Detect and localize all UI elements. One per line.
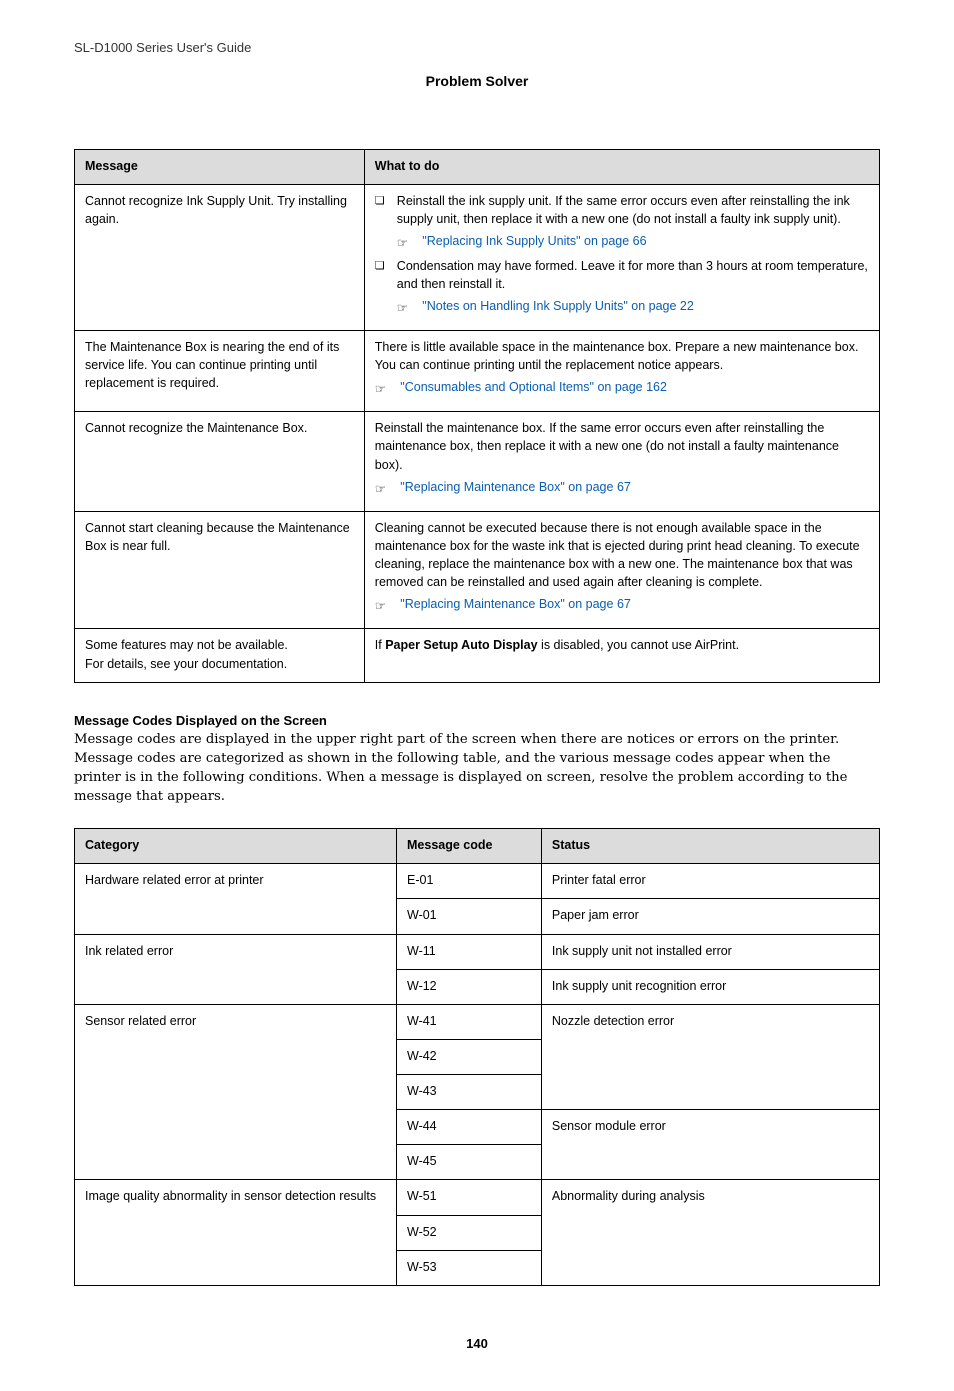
code-cell: W-44 xyxy=(397,1110,542,1145)
action-text: Cleaning cannot be executed because ther… xyxy=(375,519,869,592)
category-cell: Image quality abnormality in sensor dete… xyxy=(75,1180,397,1285)
action-text: Reinstall the maintenance box. If the sa… xyxy=(375,419,869,473)
action-text-pre: If xyxy=(375,638,385,652)
cross-ref: ☞ "Consumables and Optional Items" on pa… xyxy=(375,378,869,398)
xref-link[interactable]: "Notes on Handling Ink Supply Units" on … xyxy=(422,299,694,313)
hand-icon: ☞ xyxy=(397,234,419,252)
col-header-code: Message code xyxy=(397,829,542,864)
running-head: SL-D1000 Series User's Guide xyxy=(74,40,880,55)
code-cell: W-53 xyxy=(397,1250,542,1285)
code-cell: E-01 xyxy=(397,864,542,899)
action-cell: Cleaning cannot be executed because ther… xyxy=(364,511,879,629)
code-cell: W-43 xyxy=(397,1075,542,1110)
codes-heading: Message Codes Displayed on the Screen xyxy=(74,713,880,728)
status-cell: Ink supply unit not installed error xyxy=(541,934,879,969)
hand-icon: ☞ xyxy=(375,597,397,615)
col-header-whattodo: What to do xyxy=(364,150,879,185)
page-number: 140 xyxy=(74,1336,880,1351)
status-cell: Abnormality during analysis xyxy=(541,1180,879,1285)
status-cell: Sensor module error xyxy=(541,1110,879,1180)
bullet-text: Condensation may have formed. Leave it f… xyxy=(397,257,869,293)
action-cell: If Paper Setup Auto Display is disabled,… xyxy=(364,629,879,682)
category-cell: Hardware related error at printer xyxy=(75,864,397,934)
xref-link[interactable]: "Replacing Ink Supply Units" on page 66 xyxy=(422,234,646,248)
table-row: Hardware related error at printer E-01 P… xyxy=(75,864,880,899)
category-table: Category Message code Status Hardware re… xyxy=(74,828,880,1286)
table-row: Ink related error W-11 Ink supply unit n… xyxy=(75,934,880,969)
xref-link[interactable]: "Replacing Maintenance Box" on page 67 xyxy=(400,480,631,494)
message-cell: Cannot recognize the Maintenance Box. xyxy=(75,412,365,512)
table-row: The Maintenance Box is nearing the end o… xyxy=(75,330,880,411)
hand-icon: ☞ xyxy=(375,380,397,398)
square-bullet-icon: ❏ xyxy=(375,192,397,208)
status-cell: Ink supply unit recognition error xyxy=(541,969,879,1004)
code-cell: W-12 xyxy=(397,969,542,1004)
cross-ref: ☞ "Replacing Ink Supply Units" on page 6… xyxy=(397,232,869,252)
xref-link[interactable]: "Consumables and Optional Items" on page… xyxy=(400,380,667,394)
page-container: SL-D1000 Series User's Guide Problem Sol… xyxy=(0,0,954,1391)
action-text-bold: Paper Setup Auto Display xyxy=(385,638,537,652)
table-row: Sensor related error W-41 Nozzle detecti… xyxy=(75,1004,880,1039)
table-row: Cannot recognize the Maintenance Box. Re… xyxy=(75,412,880,512)
action-text-post: is disabled, you cannot use AirPrint. xyxy=(538,638,740,652)
message-cell: Cannot start cleaning because the Mainte… xyxy=(75,511,365,629)
table-row: Cannot recognize Ink Supply Unit. Try in… xyxy=(75,185,880,331)
table-row: Image quality abnormality in sensor dete… xyxy=(75,1180,880,1215)
action-cell: Reinstall the maintenance box. If the sa… xyxy=(364,412,879,512)
category-cell: Ink related error xyxy=(75,934,397,1004)
code-cell: W-42 xyxy=(397,1039,542,1074)
cross-ref: ☞ "Notes on Handling Ink Supply Units" o… xyxy=(397,297,869,317)
section-title: Problem Solver xyxy=(74,73,880,89)
code-cell: W-11 xyxy=(397,934,542,969)
bullet-text: Reinstall the ink supply unit. If the sa… xyxy=(397,192,869,228)
code-cell: W-52 xyxy=(397,1215,542,1250)
message-cell: The Maintenance Box is nearing the end o… xyxy=(75,330,365,411)
code-cell: W-01 xyxy=(397,899,542,934)
category-cell: Sensor related error xyxy=(75,1004,397,1180)
col-header-message: Message xyxy=(75,150,365,185)
bullet-item: ❏ Reinstall the ink supply unit. If the … xyxy=(375,192,869,228)
col-header-status: Status xyxy=(541,829,879,864)
col-header-category: Category xyxy=(75,829,397,864)
message-cell: Some features may not be available. For … xyxy=(75,629,365,682)
code-cell: W-51 xyxy=(397,1180,542,1215)
action-text: There is little available space in the m… xyxy=(375,338,869,374)
bullet-item: ❏ Condensation may have formed. Leave it… xyxy=(375,257,869,293)
table-row: Some features may not be available. For … xyxy=(75,629,880,682)
codes-paragraph: Message codes are displayed in the upper… xyxy=(74,730,880,807)
status-cell: Printer fatal error xyxy=(541,864,879,899)
message-cell: Cannot recognize Ink Supply Unit. Try in… xyxy=(75,185,365,331)
action-cell: There is little available space in the m… xyxy=(364,330,879,411)
cross-ref: ☞ "Replacing Maintenance Box" on page 67 xyxy=(375,595,869,615)
square-bullet-icon: ❏ xyxy=(375,257,397,273)
message-table: Message What to do Cannot recognize Ink … xyxy=(74,149,880,683)
hand-icon: ☞ xyxy=(397,299,419,317)
hand-icon: ☞ xyxy=(375,480,397,498)
code-cell: W-41 xyxy=(397,1004,542,1039)
xref-link[interactable]: "Replacing Maintenance Box" on page 67 xyxy=(400,597,631,611)
status-cell: Nozzle detection error xyxy=(541,1004,879,1109)
action-cell: ❏ Reinstall the ink supply unit. If the … xyxy=(364,185,879,331)
status-cell: Paper jam error xyxy=(541,899,879,934)
code-cell: W-45 xyxy=(397,1145,542,1180)
cross-ref: ☞ "Replacing Maintenance Box" on page 67 xyxy=(375,478,869,498)
table-row: Cannot start cleaning because the Mainte… xyxy=(75,511,880,629)
